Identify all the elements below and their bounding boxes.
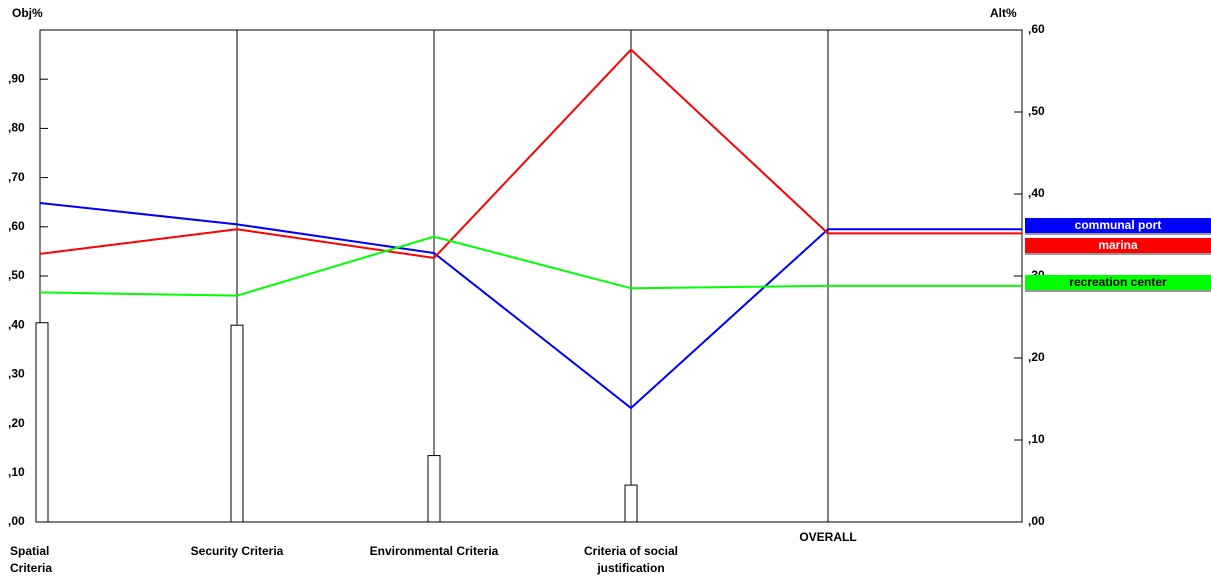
- series-line: [39, 202, 829, 410]
- y-tick-label: ,20: [8, 416, 25, 430]
- x-tick-label: Environmental Criteria: [369, 544, 499, 558]
- y-tick-label: ,90: [8, 71, 25, 85]
- x-tick-label: Criteria of social justification: [583, 544, 679, 575]
- y-axis-title: Obj%: [12, 6, 43, 20]
- objective-bar: [230, 324, 244, 523]
- y2-tick-label: ,60: [1028, 22, 1045, 36]
- y-tick-label: ,60: [8, 219, 25, 233]
- y2-tick-label: ,10: [1028, 432, 1045, 446]
- legend-entry: marina: [1025, 238, 1211, 256]
- y-tick-label: ,00: [8, 514, 25, 528]
- legend-entry: communal port: [1025, 218, 1211, 236]
- legend-entry: recreation center: [1025, 274, 1211, 292]
- y-tick-label: ,10: [8, 465, 25, 479]
- y-tick-label: ,80: [8, 121, 25, 135]
- y2-axis-title: Alt%: [990, 6, 1017, 20]
- y2-tick-label: ,00: [1028, 514, 1045, 528]
- y-tick-label: ,30: [8, 367, 25, 381]
- objective-bar: [624, 484, 638, 523]
- plot-frame: [39, 29, 1023, 523]
- x-tick-label: Spatial Criteria: [10, 544, 53, 575]
- objective-bar: [35, 322, 49, 523]
- x-tick-label: Security Criteria: [190, 544, 284, 558]
- y-tick-label: ,40: [8, 317, 25, 331]
- objective-bar: [427, 455, 441, 523]
- x-tick-label: OVERALL: [799, 530, 857, 544]
- y2-tick-label: ,50: [1028, 104, 1045, 118]
- y-tick-label: ,70: [8, 170, 25, 184]
- series-line: [39, 48, 829, 260]
- y2-tick-label: ,40: [1028, 186, 1045, 200]
- y-tick-label: ,50: [8, 268, 25, 282]
- series-line: [39, 235, 829, 297]
- y2-tick-label: ,20: [1028, 350, 1045, 364]
